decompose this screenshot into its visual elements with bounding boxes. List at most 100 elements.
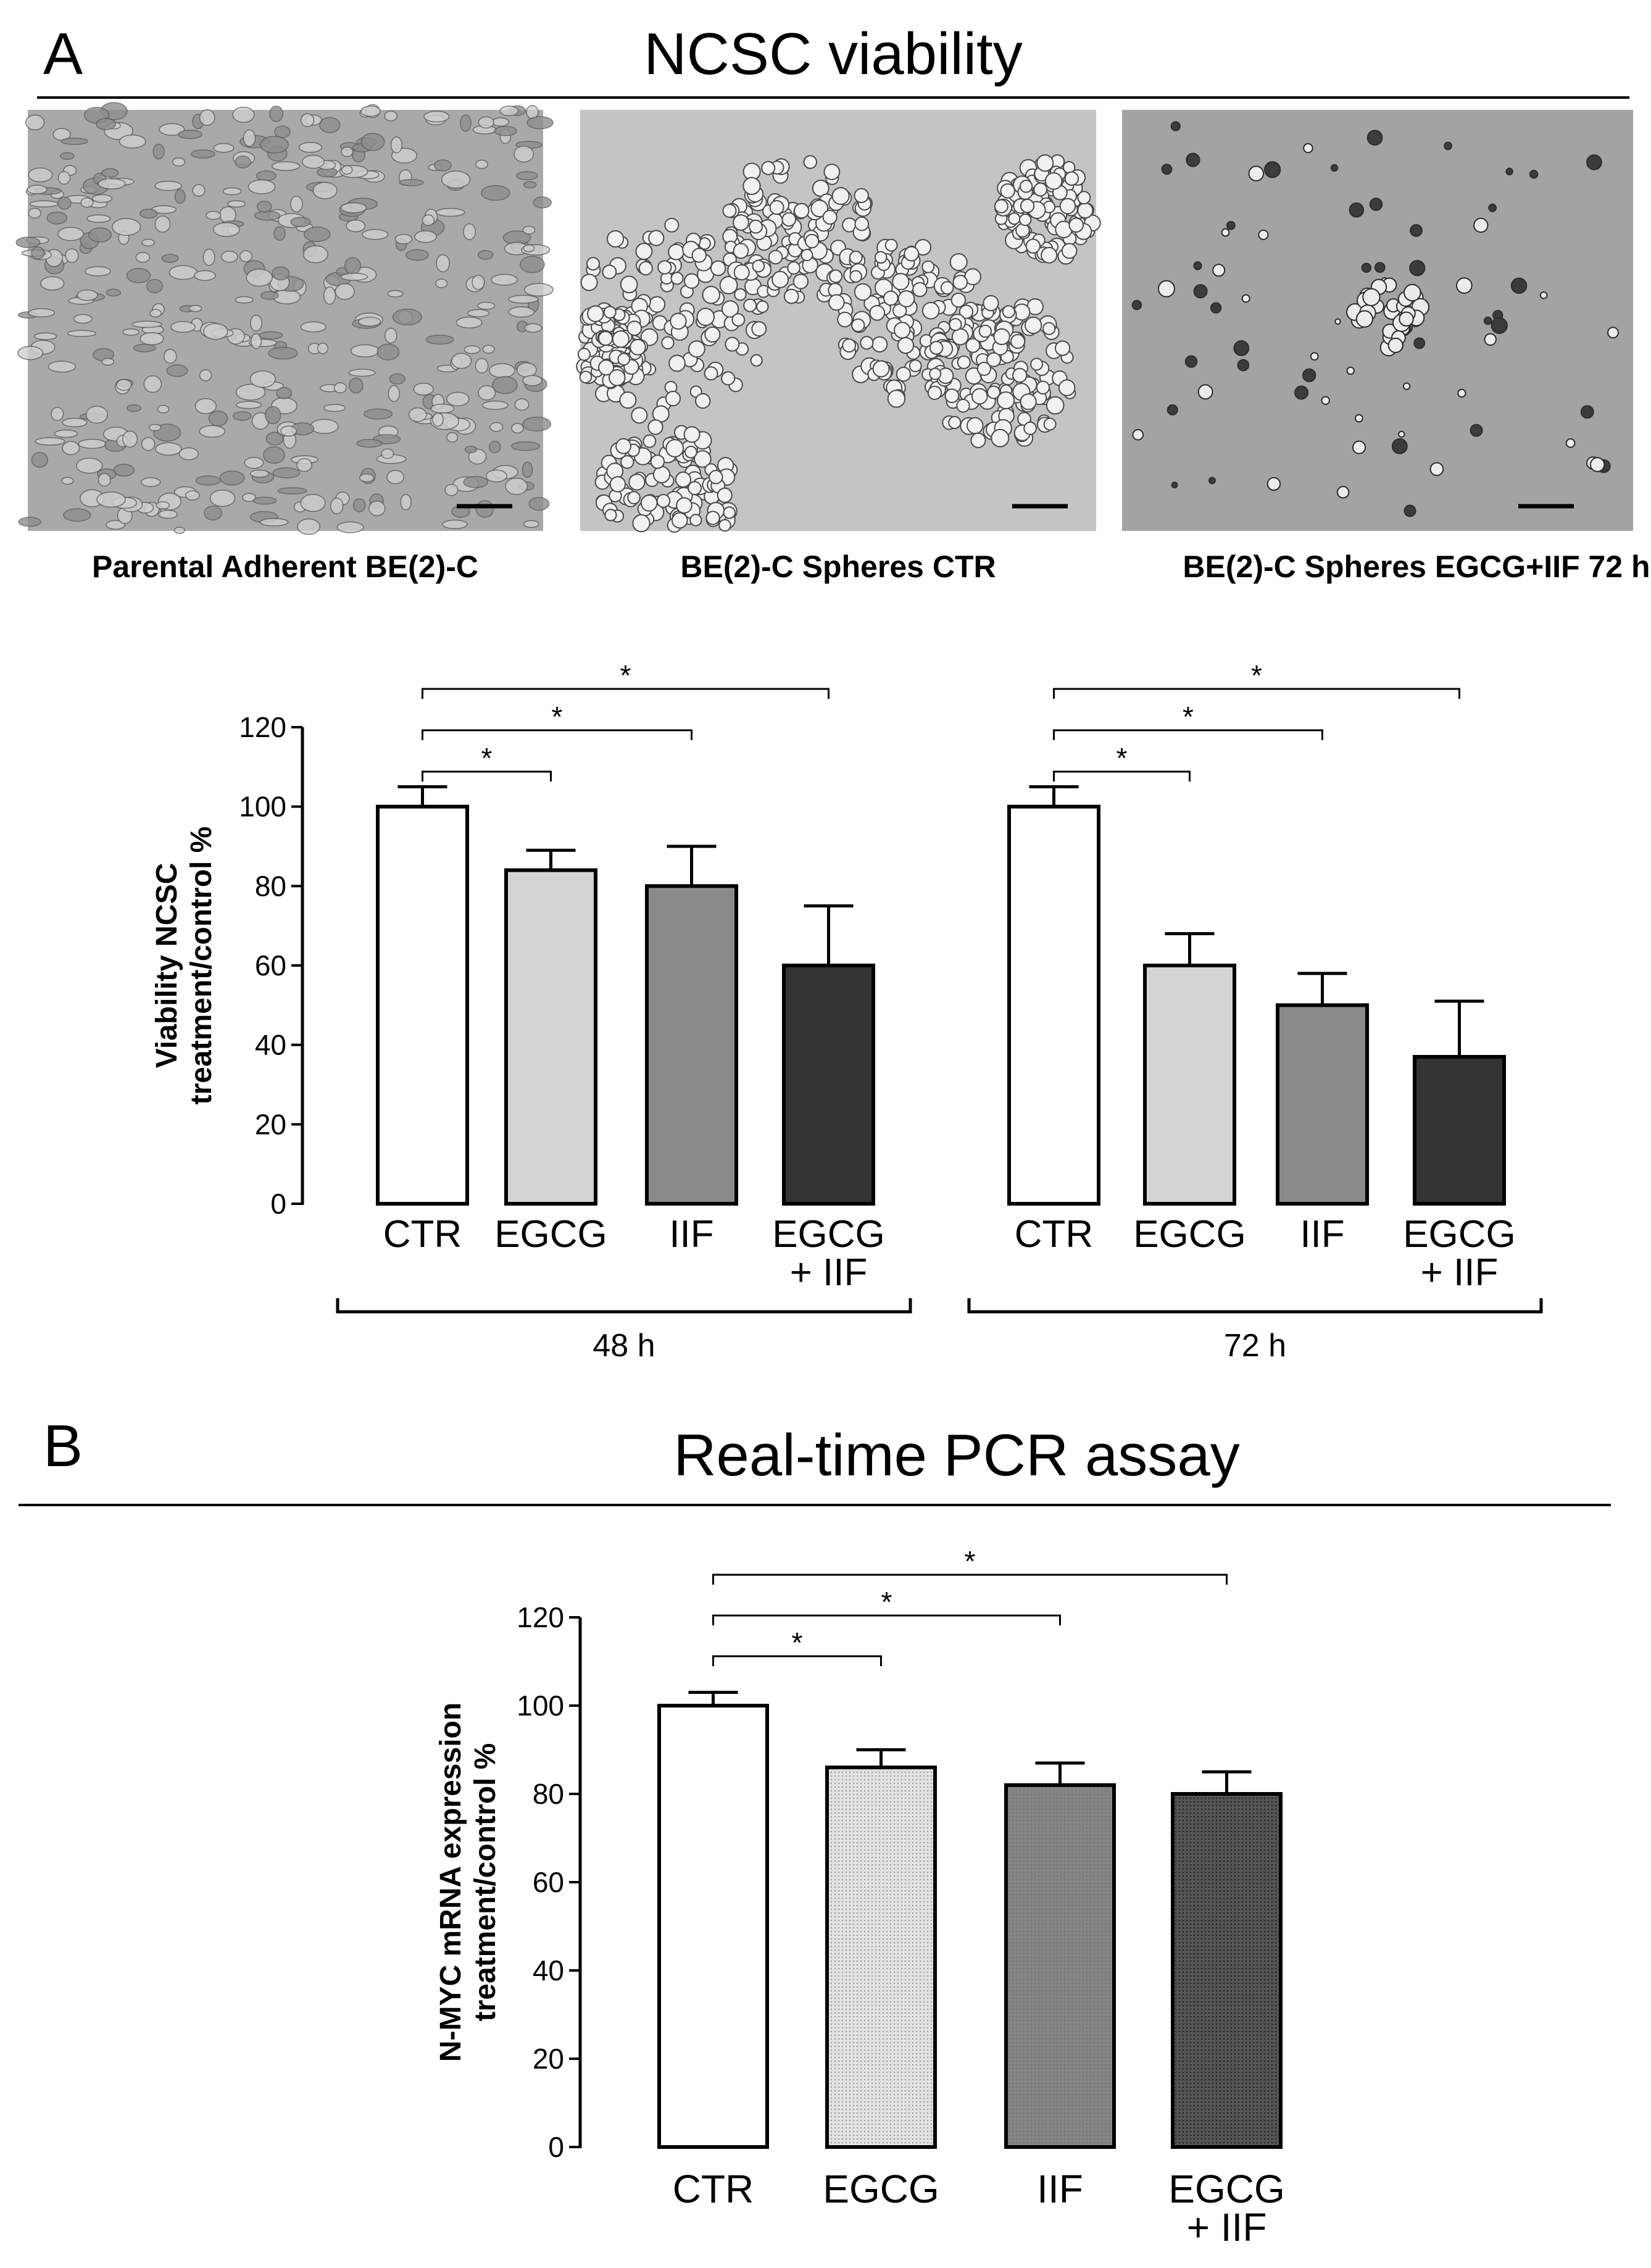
cell-mark — [126, 404, 142, 412]
cell-mark — [392, 308, 422, 326]
cell-mark — [1349, 202, 1365, 218]
cell-mark — [304, 226, 331, 242]
significance-bracket — [712, 1655, 882, 1666]
cell-mark — [442, 519, 468, 530]
cell-mark — [1046, 396, 1065, 415]
significance-bracket — [1053, 729, 1323, 740]
cell-mark — [1030, 357, 1043, 371]
cell-mark — [213, 143, 235, 153]
bar — [376, 804, 469, 1206]
cell-mark — [1042, 322, 1056, 335]
cell-mark — [178, 130, 202, 140]
cell-mark — [122, 328, 139, 336]
cell-mark — [874, 251, 888, 264]
cell-mark — [199, 369, 212, 381]
cell-mark — [475, 159, 489, 169]
cell-mark — [851, 318, 865, 333]
cell-mark — [464, 446, 478, 454]
bar — [1004, 1783, 1116, 2149]
cell-mark — [1241, 294, 1250, 303]
cell-mark — [1036, 380, 1050, 394]
cell-mark — [481, 185, 510, 201]
cell-mark — [1321, 396, 1330, 405]
cell-mark — [523, 520, 539, 528]
group-label: 48 h — [593, 1328, 655, 1364]
significance-star: * — [620, 659, 631, 691]
cell-mark — [1258, 229, 1269, 240]
cell-mark — [828, 294, 845, 311]
cell-mark — [1607, 327, 1619, 339]
cell-mark — [31, 246, 45, 260]
cell-mark — [620, 275, 638, 294]
cell-mark — [991, 428, 1010, 448]
group-bracket — [967, 1298, 1543, 1314]
cell-mark — [194, 398, 217, 415]
category-label: EGCG — [823, 2167, 939, 2211]
cell-mark — [670, 312, 687, 330]
cell-mark — [950, 292, 967, 308]
cell-mark — [523, 283, 554, 297]
cell-mark — [940, 281, 954, 295]
cell-mark — [688, 481, 702, 496]
cell-mark — [161, 254, 179, 263]
cell-mark — [1491, 317, 1508, 334]
cell-mark — [249, 469, 270, 478]
bar — [1143, 964, 1236, 1206]
cell-mark — [628, 473, 646, 491]
cell-mark — [970, 432, 986, 448]
cell-mark — [239, 250, 253, 262]
cell-mark — [98, 473, 111, 487]
cell-mark — [413, 382, 434, 396]
cell-mark — [27, 185, 48, 194]
cell-mark — [170, 321, 196, 333]
cell-mark — [837, 311, 853, 328]
cell-mark — [959, 304, 974, 319]
cell-mark — [510, 441, 541, 451]
cell-mark — [341, 146, 354, 157]
cell-mark — [1226, 220, 1236, 230]
cell-mark — [1334, 318, 1341, 325]
cell-mark — [475, 500, 494, 518]
cell-mark — [1068, 217, 1084, 233]
cell-mark — [319, 117, 341, 133]
viability-bar-chart: 0 20 40 60 80 100 120 Viability NCSCtreatment/c… — [151, 659, 1543, 1364]
cell-mark — [259, 331, 283, 340]
cell-mark — [154, 180, 182, 191]
cell-mark — [91, 194, 113, 203]
cell-mark — [302, 245, 328, 264]
cell-mark — [76, 457, 103, 474]
cell-mark — [1077, 202, 1094, 219]
cell-mark — [381, 448, 394, 459]
cell-mark — [1184, 355, 1198, 368]
cell-mark — [260, 291, 279, 300]
cell-mark — [731, 313, 746, 327]
y-tick-label: 20 — [255, 1108, 286, 1140]
cell-mark — [1404, 283, 1421, 302]
cell-mark — [978, 324, 992, 338]
cell-mark — [491, 273, 518, 286]
cell-mark — [1197, 384, 1213, 400]
cell-mark — [801, 249, 813, 262]
cell-mark — [15, 236, 41, 248]
category-label: IIF — [1037, 2167, 1083, 2211]
cell-mark — [829, 269, 843, 283]
cell-mark — [1012, 367, 1028, 383]
cell-mark — [149, 309, 162, 318]
cell-mark — [957, 355, 971, 369]
cell-mark — [302, 154, 325, 169]
cell-mark — [523, 181, 537, 189]
cell-mark — [1470, 423, 1483, 437]
cell-mark — [364, 408, 393, 420]
cell-mark — [1061, 243, 1078, 259]
cell-mark — [894, 322, 911, 339]
cell-mark — [508, 294, 539, 304]
significance-star: * — [552, 701, 563, 733]
cell-mark — [608, 369, 626, 386]
cell-mark — [733, 264, 750, 281]
cell-mark — [1023, 421, 1037, 435]
cell-mark — [57, 171, 71, 185]
cell-mark — [62, 417, 88, 428]
cell-mark — [769, 200, 784, 215]
cell-mark — [688, 340, 705, 358]
